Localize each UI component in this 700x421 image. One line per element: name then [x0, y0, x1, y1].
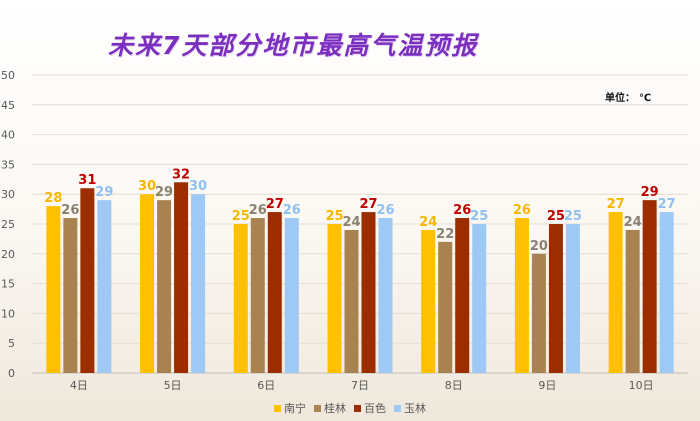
- data-label: 20: [530, 239, 548, 254]
- y-tick-label: 30: [1, 188, 15, 201]
- bar: [97, 200, 112, 373]
- data-label: 27: [658, 197, 676, 212]
- bar: [455, 218, 470, 373]
- data-label: 29: [641, 185, 659, 200]
- data-label: 24: [419, 215, 437, 230]
- bar: [361, 212, 376, 373]
- bar: [157, 200, 172, 373]
- y-tick-label: 50: [1, 69, 15, 82]
- bar: [378, 218, 393, 373]
- data-label: 25: [547, 209, 565, 224]
- y-tick-label: 40: [1, 129, 15, 142]
- bar: [284, 218, 299, 373]
- bar: [191, 194, 206, 373]
- y-tick-label: 35: [1, 158, 15, 171]
- bar: [174, 182, 189, 373]
- legend-item: 百色: [354, 400, 386, 416]
- x-tick-label: 4日: [70, 379, 88, 392]
- y-tick-label: 20: [1, 248, 15, 261]
- bar: [659, 212, 674, 373]
- bar: [250, 218, 265, 373]
- data-label: 22: [436, 227, 454, 242]
- bar: [514, 218, 529, 373]
- unit-note: 单位： ℃: [605, 89, 651, 104]
- legend-swatch: [354, 404, 361, 412]
- legend-label: 南宁: [284, 402, 306, 415]
- bar: [233, 224, 248, 373]
- bar: [565, 224, 580, 373]
- bar: [625, 229, 640, 373]
- y-tick-label: 25: [1, 218, 15, 231]
- legend-label: 玉林: [404, 402, 426, 415]
- data-label: 29: [155, 185, 173, 200]
- bar: [472, 224, 487, 373]
- chart-legend: 南宁 桂林 百色 玉林: [0, 400, 700, 416]
- data-label: 26: [283, 203, 301, 218]
- y-tick-label: 5: [8, 337, 15, 350]
- data-label: 32: [172, 167, 190, 182]
- x-tick-label: 7日: [351, 379, 369, 392]
- bar: [46, 206, 61, 373]
- data-label: 25: [470, 209, 488, 224]
- data-label: 31: [78, 173, 96, 188]
- x-tick-label: 10日: [629, 379, 654, 392]
- bar: [608, 212, 623, 373]
- bar: [344, 229, 359, 373]
- data-label: 27: [266, 197, 284, 212]
- x-tick-label: 9日: [538, 379, 556, 392]
- data-label: 25: [325, 209, 343, 224]
- bar: [642, 200, 657, 373]
- legend-item: 玉林: [394, 400, 426, 416]
- unit-value: ℃: [639, 93, 652, 104]
- legend-item: 南宁: [274, 400, 306, 416]
- bar: [548, 224, 563, 373]
- bar: [267, 212, 282, 373]
- data-label: 26: [513, 203, 531, 218]
- data-label: 27: [359, 197, 377, 212]
- bar: [80, 188, 95, 373]
- data-label: 29: [95, 185, 113, 200]
- y-tick-label: 0: [8, 367, 15, 380]
- data-label: 26: [61, 203, 79, 218]
- y-tick-label: 10: [1, 307, 15, 320]
- bar: [531, 253, 546, 373]
- data-label: 25: [232, 209, 250, 224]
- data-label: 30: [189, 179, 207, 194]
- legend-swatch: [274, 404, 281, 412]
- legend-swatch: [314, 404, 321, 412]
- data-label: 24: [342, 215, 360, 230]
- y-tick-label: 15: [1, 278, 15, 291]
- bar: [438, 241, 453, 373]
- legend-label: 百色: [364, 402, 386, 415]
- data-label: 28: [44, 191, 62, 206]
- data-label: 27: [607, 197, 625, 212]
- legend-swatch: [394, 404, 401, 412]
- legend-item: 桂林: [314, 400, 346, 416]
- x-tick-label: 5日: [164, 379, 182, 392]
- legend-label: 桂林: [324, 402, 346, 415]
- bar: [421, 229, 436, 373]
- bar: [63, 218, 78, 373]
- data-label: 25: [564, 209, 582, 224]
- unit-label: 单位：: [605, 93, 635, 104]
- chart-title: 未来7天部分地市最高气温预报: [108, 31, 479, 60]
- data-label: 30: [138, 179, 156, 194]
- bar: [140, 194, 155, 373]
- data-label: 26: [453, 203, 471, 218]
- x-tick-label: 8日: [445, 379, 463, 392]
- data-label: 26: [249, 203, 267, 218]
- x-tick-label: 6日: [257, 379, 275, 392]
- data-label: 24: [624, 215, 642, 230]
- bar: [327, 224, 342, 373]
- y-tick-label: 45: [1, 99, 15, 112]
- data-label: 26: [376, 203, 394, 218]
